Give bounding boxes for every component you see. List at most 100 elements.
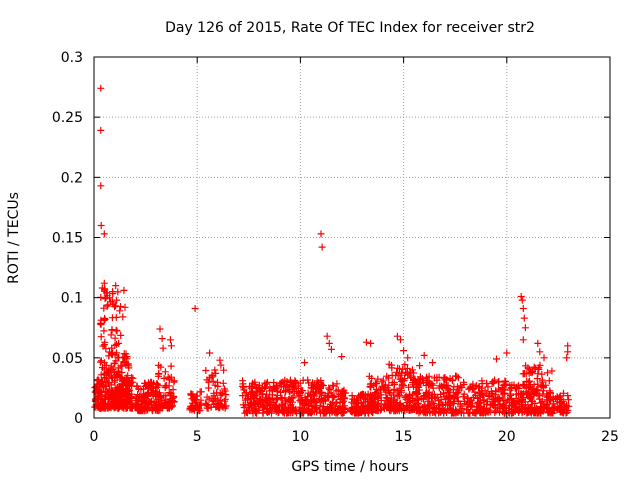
data-point [472,392,480,399]
data-point [252,392,260,400]
data-point [313,385,321,393]
data-point [112,386,120,394]
data-point [528,387,536,395]
data-point [158,397,166,405]
data-point [445,401,453,409]
data-point [396,365,403,373]
data-point [499,403,507,411]
data-point [164,373,172,381]
data-point [100,341,108,349]
data-point [468,400,476,408]
data-point [250,380,258,388]
data-point [334,386,342,394]
data-point [444,393,452,401]
data-point [153,380,161,388]
data-point [359,391,367,399]
data-point [187,402,195,410]
data-point [460,390,468,398]
data-point [301,394,309,402]
data-point [141,379,149,387]
data-point [246,390,254,398]
data-point [520,382,528,390]
data-point [116,307,124,315]
data-point [428,380,436,388]
data-point [214,378,221,386]
data-point [328,407,335,415]
data-point [214,396,222,404]
data-point [268,409,275,417]
data-point [542,381,550,389]
data-point [280,403,288,411]
data-point [416,373,424,381]
data-point [475,384,483,392]
data-point [112,302,120,310]
data-point [219,379,227,387]
data-point [354,404,362,412]
data-point [144,392,152,400]
data-point [478,377,486,385]
data-point [519,336,527,344]
data-point [97,222,105,229]
data-point [96,320,104,328]
data-point [118,373,125,381]
data-point [494,397,502,405]
data-point [107,401,115,408]
data-point [348,408,356,416]
data-point [326,386,334,393]
data-point [348,392,356,400]
data-point [460,381,468,388]
data-point [396,371,404,379]
data-point [290,389,298,397]
data-point [394,387,402,395]
data-point [520,314,528,322]
data-point [434,393,442,401]
data-point [504,396,512,404]
data-point [104,368,112,376]
data-point [146,404,154,412]
data-point [323,332,331,340]
data-point [276,380,284,388]
data-point [393,392,401,400]
data-point [282,387,290,395]
data-point [166,395,174,403]
data-point [274,409,282,417]
data-point [145,380,153,388]
y-tick-label: 0.25 [52,110,83,126]
data-point [273,388,281,396]
data-point [454,374,462,382]
data-point [247,395,255,403]
data-point [273,395,281,403]
data-point [525,405,533,413]
data-point [107,331,115,339]
data-point [115,403,123,411]
data-point [301,359,308,367]
data-point [511,384,519,392]
data-point [206,349,214,357]
data-point [388,371,396,379]
data-point [156,325,164,333]
data-point [338,353,346,361]
data-point [167,342,175,350]
data-point [97,371,105,379]
data-point [498,394,506,402]
data-point [97,182,105,190]
data-point [140,394,148,402]
data-point [263,397,271,405]
data-point [134,391,142,399]
data-point [121,303,129,311]
data-point [545,377,553,385]
data-point [436,404,444,412]
data-point [150,379,158,387]
data-point [111,342,119,349]
data-point [520,370,528,378]
y-axis-label: ROTI / TECUs [6,192,22,284]
data-point [109,349,117,357]
data-point [317,380,325,388]
data-point [380,383,388,391]
data-point [158,335,166,343]
data-point [286,401,294,409]
data-point [307,384,315,392]
data-point [157,392,165,399]
x-tick-label: 15 [395,429,413,445]
data-point [378,378,386,386]
